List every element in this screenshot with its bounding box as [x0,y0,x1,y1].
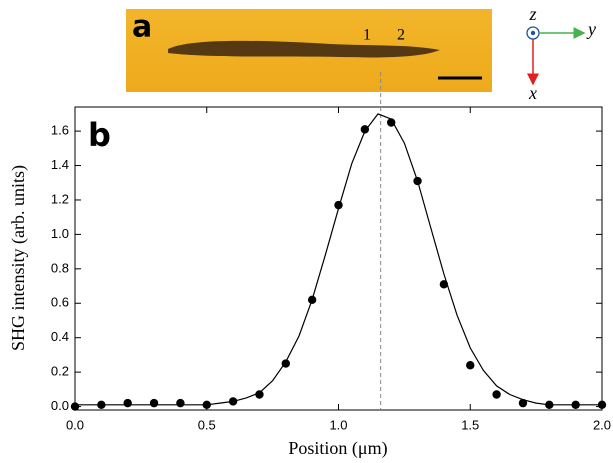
data-point [492,390,501,399]
axis-z-dot [530,30,536,36]
y-tick-label: 1.4 [51,157,69,172]
data-point [123,398,132,408]
data-point [466,361,475,370]
y-tick-label: 1.6 [51,123,69,138]
panel-label: a [132,10,152,45]
y-tick-label: 0.6 [51,295,69,310]
fit-line [75,113,602,406]
data-point [387,118,396,127]
y-tick-label: 1.0 [51,226,69,241]
x-tick-label: 1.0 [329,417,347,432]
data-point [518,398,528,408]
x-tick-label: 0.5 [198,417,216,432]
y-tick-label: 0.8 [51,260,69,275]
axis-y-label: y [586,19,596,39]
data-point [149,398,159,408]
x-tick-label: 1.5 [461,417,479,432]
axis-z-label: z [528,4,536,24]
data-point [70,402,80,411]
data-point [255,390,264,399]
marker-label: 2 [397,27,405,44]
marker-label: 1 [363,27,371,44]
axis-x-label: x [528,83,537,103]
x-axis-label: Position (μm) [288,438,387,459]
data-point [176,398,185,408]
panel-label: b [88,116,111,154]
y-axis-label: SHG intensity (arb. units) [8,165,29,351]
y-tick-label: 1.2 [51,191,69,206]
y-tick-label: 0.2 [51,364,69,379]
x-tick-label: 2.0 [593,417,611,432]
x-tick-label: 0.0 [66,417,84,432]
data-point [360,125,370,134]
y-tick-label: 0.0 [51,398,69,413]
y-tick-label: 0.4 [51,329,69,344]
plot-frame [74,106,603,411]
nanowire [168,40,440,58]
